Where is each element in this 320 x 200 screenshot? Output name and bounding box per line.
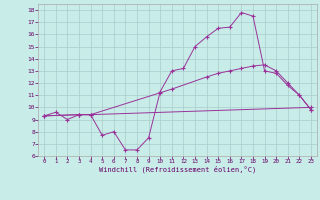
X-axis label: Windchill (Refroidissement éolien,°C): Windchill (Refroidissement éolien,°C)	[99, 166, 256, 173]
